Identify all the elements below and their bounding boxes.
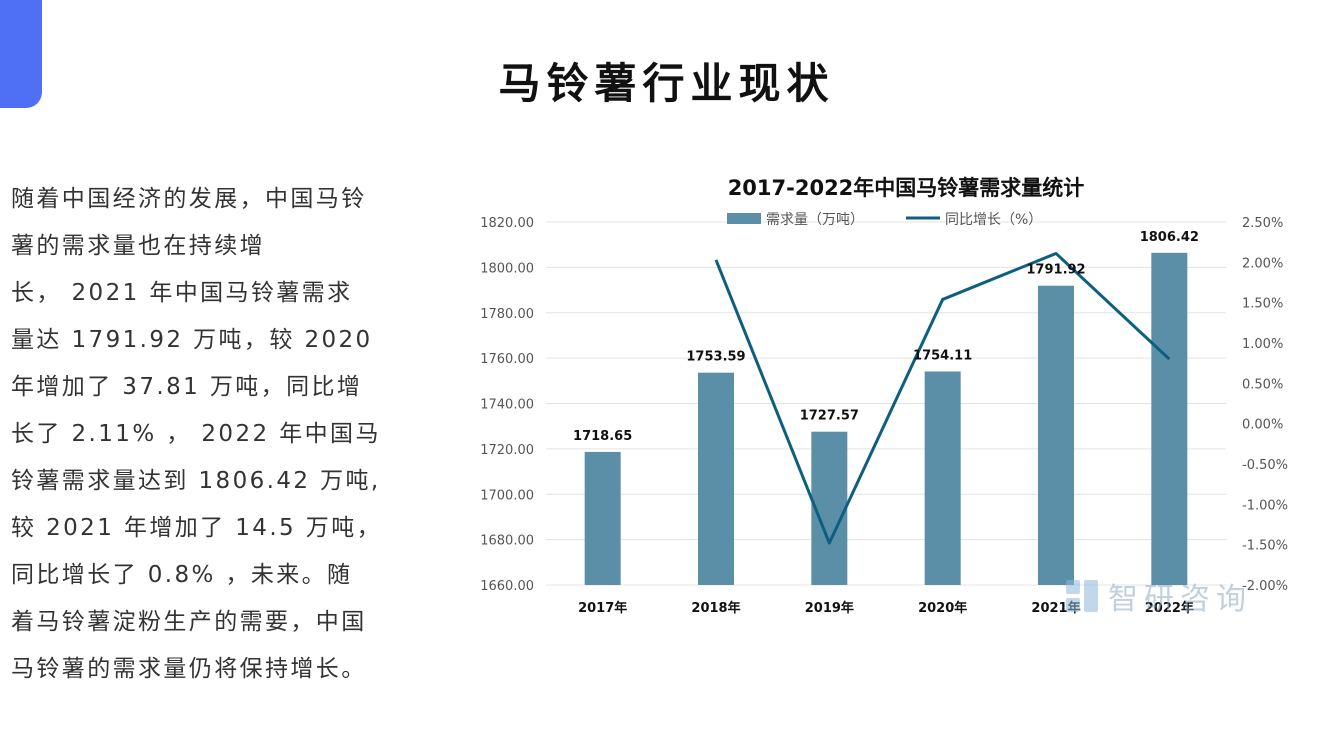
demand-chart: 2017-2022年中国马铃薯需求量统计 1660.00 1680.00 1700.0…: [440, 160, 1333, 630]
y-right-tick-label: -1.50%: [1242, 539, 1288, 554]
y-left-tick-label: 1720.00: [480, 443, 534, 458]
y-left-tick-label: 1760.00: [480, 352, 534, 367]
body-line: 量达 1791.92 万吨，较 2020: [11, 327, 373, 353]
bar-data-label: 1806.42: [1140, 230, 1199, 245]
bar-data-label: 1727.57: [800, 409, 859, 424]
body-line: 较 2021 年增加了 14.5 万吨，: [11, 515, 382, 541]
body-paragraph: 随着中国经济的发展，中国马铃 薯的需求量也在持续增 长， 2021 年中国马铃薯…: [11, 176, 406, 693]
legend-line-label: 同比增长（%）: [945, 212, 1042, 228]
chart-canvas: 2017-2022年中国马铃薯需求量统计 1660.00 1680.00 1700.0…: [480, 176, 1288, 616]
body-line: 长了 2.11% ， 2022 年中国马: [11, 421, 381, 447]
bar-data-label: 1753.59: [686, 350, 745, 365]
bar-data-label: 1718.65: [573, 429, 632, 444]
y-left-tick-label: 1780.00: [480, 307, 534, 322]
bar: [924, 371, 961, 585]
y-left-tick-label: 1800.00: [480, 261, 534, 276]
y-right-tick-label: 2.50%: [1242, 216, 1283, 231]
watermark: 智研咨询: [1066, 574, 1296, 618]
body-line: 随着中国经济的发展，中国马铃: [11, 186, 367, 212]
x-tick-label: 2017年: [578, 600, 627, 616]
y-right-tick-label: 1.50%: [1242, 297, 1283, 312]
y-left-tick-label: 1740.00: [480, 398, 534, 413]
bar-data-label: 1754.11: [913, 348, 972, 363]
body-line: 着马铃薯淀粉生产的需要，中国: [11, 609, 367, 635]
x-tick-label: 2020年: [918, 600, 967, 616]
x-tick-label: 2019年: [805, 600, 854, 616]
chart-title: 2017-2022年中国马铃薯需求量统计: [728, 176, 1085, 200]
y-left-tick-label: 1660.00: [480, 579, 534, 594]
x-tick-label: 2022年: [1145, 600, 1194, 616]
brand-logo-icon: [1066, 580, 1098, 612]
legend-bar-label: 需求量（万吨）: [766, 212, 864, 228]
body-line: 同比增长了 0.8% ，未来。随: [11, 562, 353, 588]
y-left-tick-label: 1680.00: [480, 534, 534, 549]
y-right-tick-label: -0.50%: [1242, 458, 1288, 473]
y-right-tick-label: 0.00%: [1242, 418, 1283, 433]
bar: [1038, 285, 1074, 585]
legend-bar-swatch: [727, 213, 761, 224]
y-right-tick-label: -2.00%: [1242, 579, 1288, 594]
y-right-tick-label: -1.00%: [1242, 498, 1288, 513]
body-line: 年增加了 37.81 万吨，同比增: [11, 374, 363, 400]
body-line: 马铃薯的需求量仍将保持增长。: [11, 656, 367, 682]
y-right-tick-label: 0.50%: [1242, 377, 1283, 392]
y-right-tick-label: 2.00%: [1242, 256, 1283, 271]
corner-accent: [0, 0, 42, 108]
bar: [811, 431, 848, 585]
page-title: 马铃薯行业现状: [498, 59, 835, 108]
y-right-tick-label: 1.00%: [1242, 337, 1283, 352]
bar: [698, 372, 734, 585]
bar: [1151, 252, 1188, 585]
body-line: 薯的需求量也在持续增: [11, 233, 265, 259]
body-line: 铃薯需求量达到 1806.42 万吨,: [11, 468, 381, 494]
watermark-text: 智研咨询: [1108, 582, 1252, 617]
growth-line: [714, 251, 1171, 545]
y-left-tick-label: 1700.00: [480, 488, 534, 503]
bar: [584, 451, 621, 585]
y-left-tick-label: 1820.00: [480, 216, 534, 231]
body-line: 长， 2021 年中国马铃薯需求: [11, 280, 353, 306]
bar-data-label: 1791.92: [1026, 263, 1085, 278]
x-tick-label: 2018年: [691, 600, 740, 616]
